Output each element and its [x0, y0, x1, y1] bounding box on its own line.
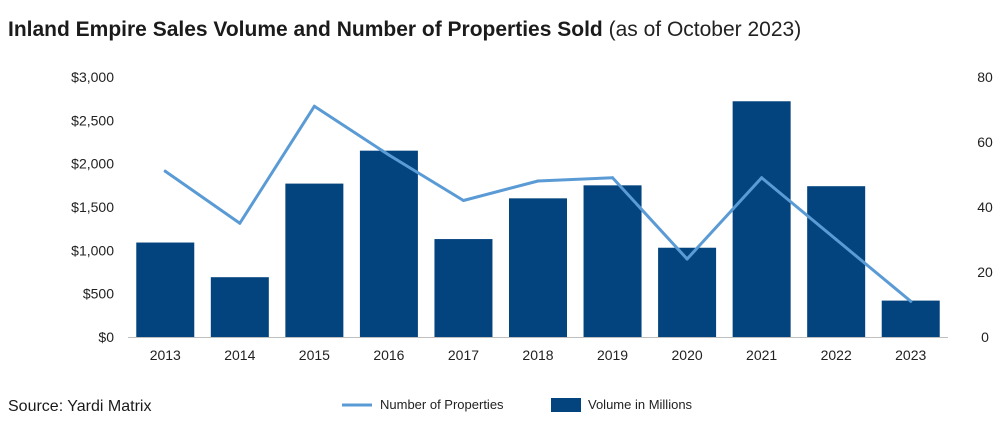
line-point-2018 [536, 179, 540, 183]
line-point-2023 [909, 299, 913, 303]
legend-bar-swatch [551, 398, 581, 412]
chart-title-sub: (as of October 2023) [608, 18, 802, 41]
x-tick-label: 2013 [150, 347, 181, 363]
y-left-tick-label: $3,000 [71, 69, 114, 85]
y-right-tick-label: 60 [977, 134, 993, 150]
y-left-tick-label: $1,000 [71, 242, 114, 258]
bar-2019 [583, 185, 642, 337]
x-tick-label: 2019 [597, 347, 628, 363]
chart-title: Inland Empire Sales Volume and Number of… [8, 18, 801, 42]
y-left-tick-label: $500 [83, 286, 114, 302]
legend-label-number-of-properties: Number of Properties [380, 397, 504, 412]
x-tick-label: 2021 [746, 347, 777, 363]
bar-2021 [732, 101, 791, 338]
bar-2017 [434, 239, 493, 337]
x-tick-label: 2015 [299, 347, 330, 363]
x-tick-label: 2014 [224, 347, 255, 363]
x-tick-label: 2023 [895, 347, 926, 363]
line-point-2015 [312, 104, 316, 108]
legend-label-volume: Volume in Millions [588, 397, 693, 412]
line-point-2020 [685, 257, 689, 261]
x-tick-label: 2016 [373, 347, 404, 363]
bar-2013 [136, 242, 195, 337]
y-right-tick-label: 80 [977, 69, 993, 85]
y-right-tick-label: 20 [977, 264, 993, 280]
y-left-tick-label: $2,500 [71, 112, 114, 128]
line-point-2022 [834, 238, 838, 241]
y-right-tick-label: 0 [981, 329, 989, 345]
x-tick-label: 2017 [448, 347, 479, 363]
x-tick-label: 2020 [672, 347, 703, 363]
bar-2023 [881, 300, 940, 337]
line-point-2021 [760, 176, 764, 180]
bar-2018 [509, 198, 567, 337]
bar-2016 [359, 150, 418, 337]
bar-2020 [658, 247, 717, 337]
x-tick-label: 2018 [522, 347, 553, 363]
bar-2014 [210, 277, 269, 337]
y-left-tick-label: $2,000 [71, 156, 114, 172]
line-point-2019 [611, 176, 615, 180]
line-point-2013 [163, 169, 167, 173]
line-point-2014 [238, 221, 242, 225]
bar-2022 [807, 186, 866, 337]
source-note: Source: Yardi Matrix [8, 398, 152, 415]
line-point-2017 [461, 199, 465, 202]
y-left-tick-label: $0 [98, 329, 114, 345]
chart-title-main: Inland Empire Sales Volume and Number of… [8, 18, 603, 41]
line-point-2016 [387, 153, 391, 157]
y-right-tick-label: 40 [977, 199, 993, 215]
x-tick-label: 2022 [821, 347, 852, 363]
y-left-tick-label: $1,500 [71, 199, 114, 215]
bar-2015 [285, 183, 344, 337]
